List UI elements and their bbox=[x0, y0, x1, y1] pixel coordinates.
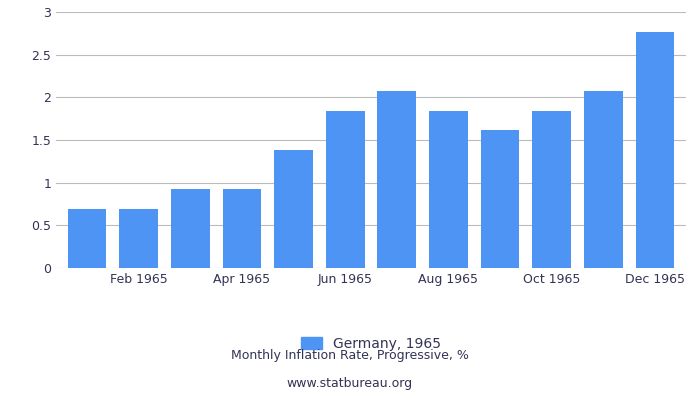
Bar bbox=[481, 130, 519, 268]
Text: Monthly Inflation Rate, Progressive, %: Monthly Inflation Rate, Progressive, % bbox=[231, 350, 469, 362]
Bar bbox=[223, 189, 261, 268]
Bar bbox=[429, 111, 468, 268]
Text: www.statbureau.org: www.statbureau.org bbox=[287, 378, 413, 390]
Bar bbox=[326, 111, 365, 268]
Bar bbox=[533, 111, 571, 268]
Bar bbox=[377, 91, 416, 268]
Bar bbox=[274, 150, 313, 268]
Bar bbox=[119, 209, 158, 268]
Bar bbox=[171, 189, 209, 268]
Bar bbox=[636, 32, 674, 268]
Legend: Germany, 1965: Germany, 1965 bbox=[295, 331, 447, 356]
Bar bbox=[584, 91, 623, 268]
Bar bbox=[68, 209, 106, 268]
